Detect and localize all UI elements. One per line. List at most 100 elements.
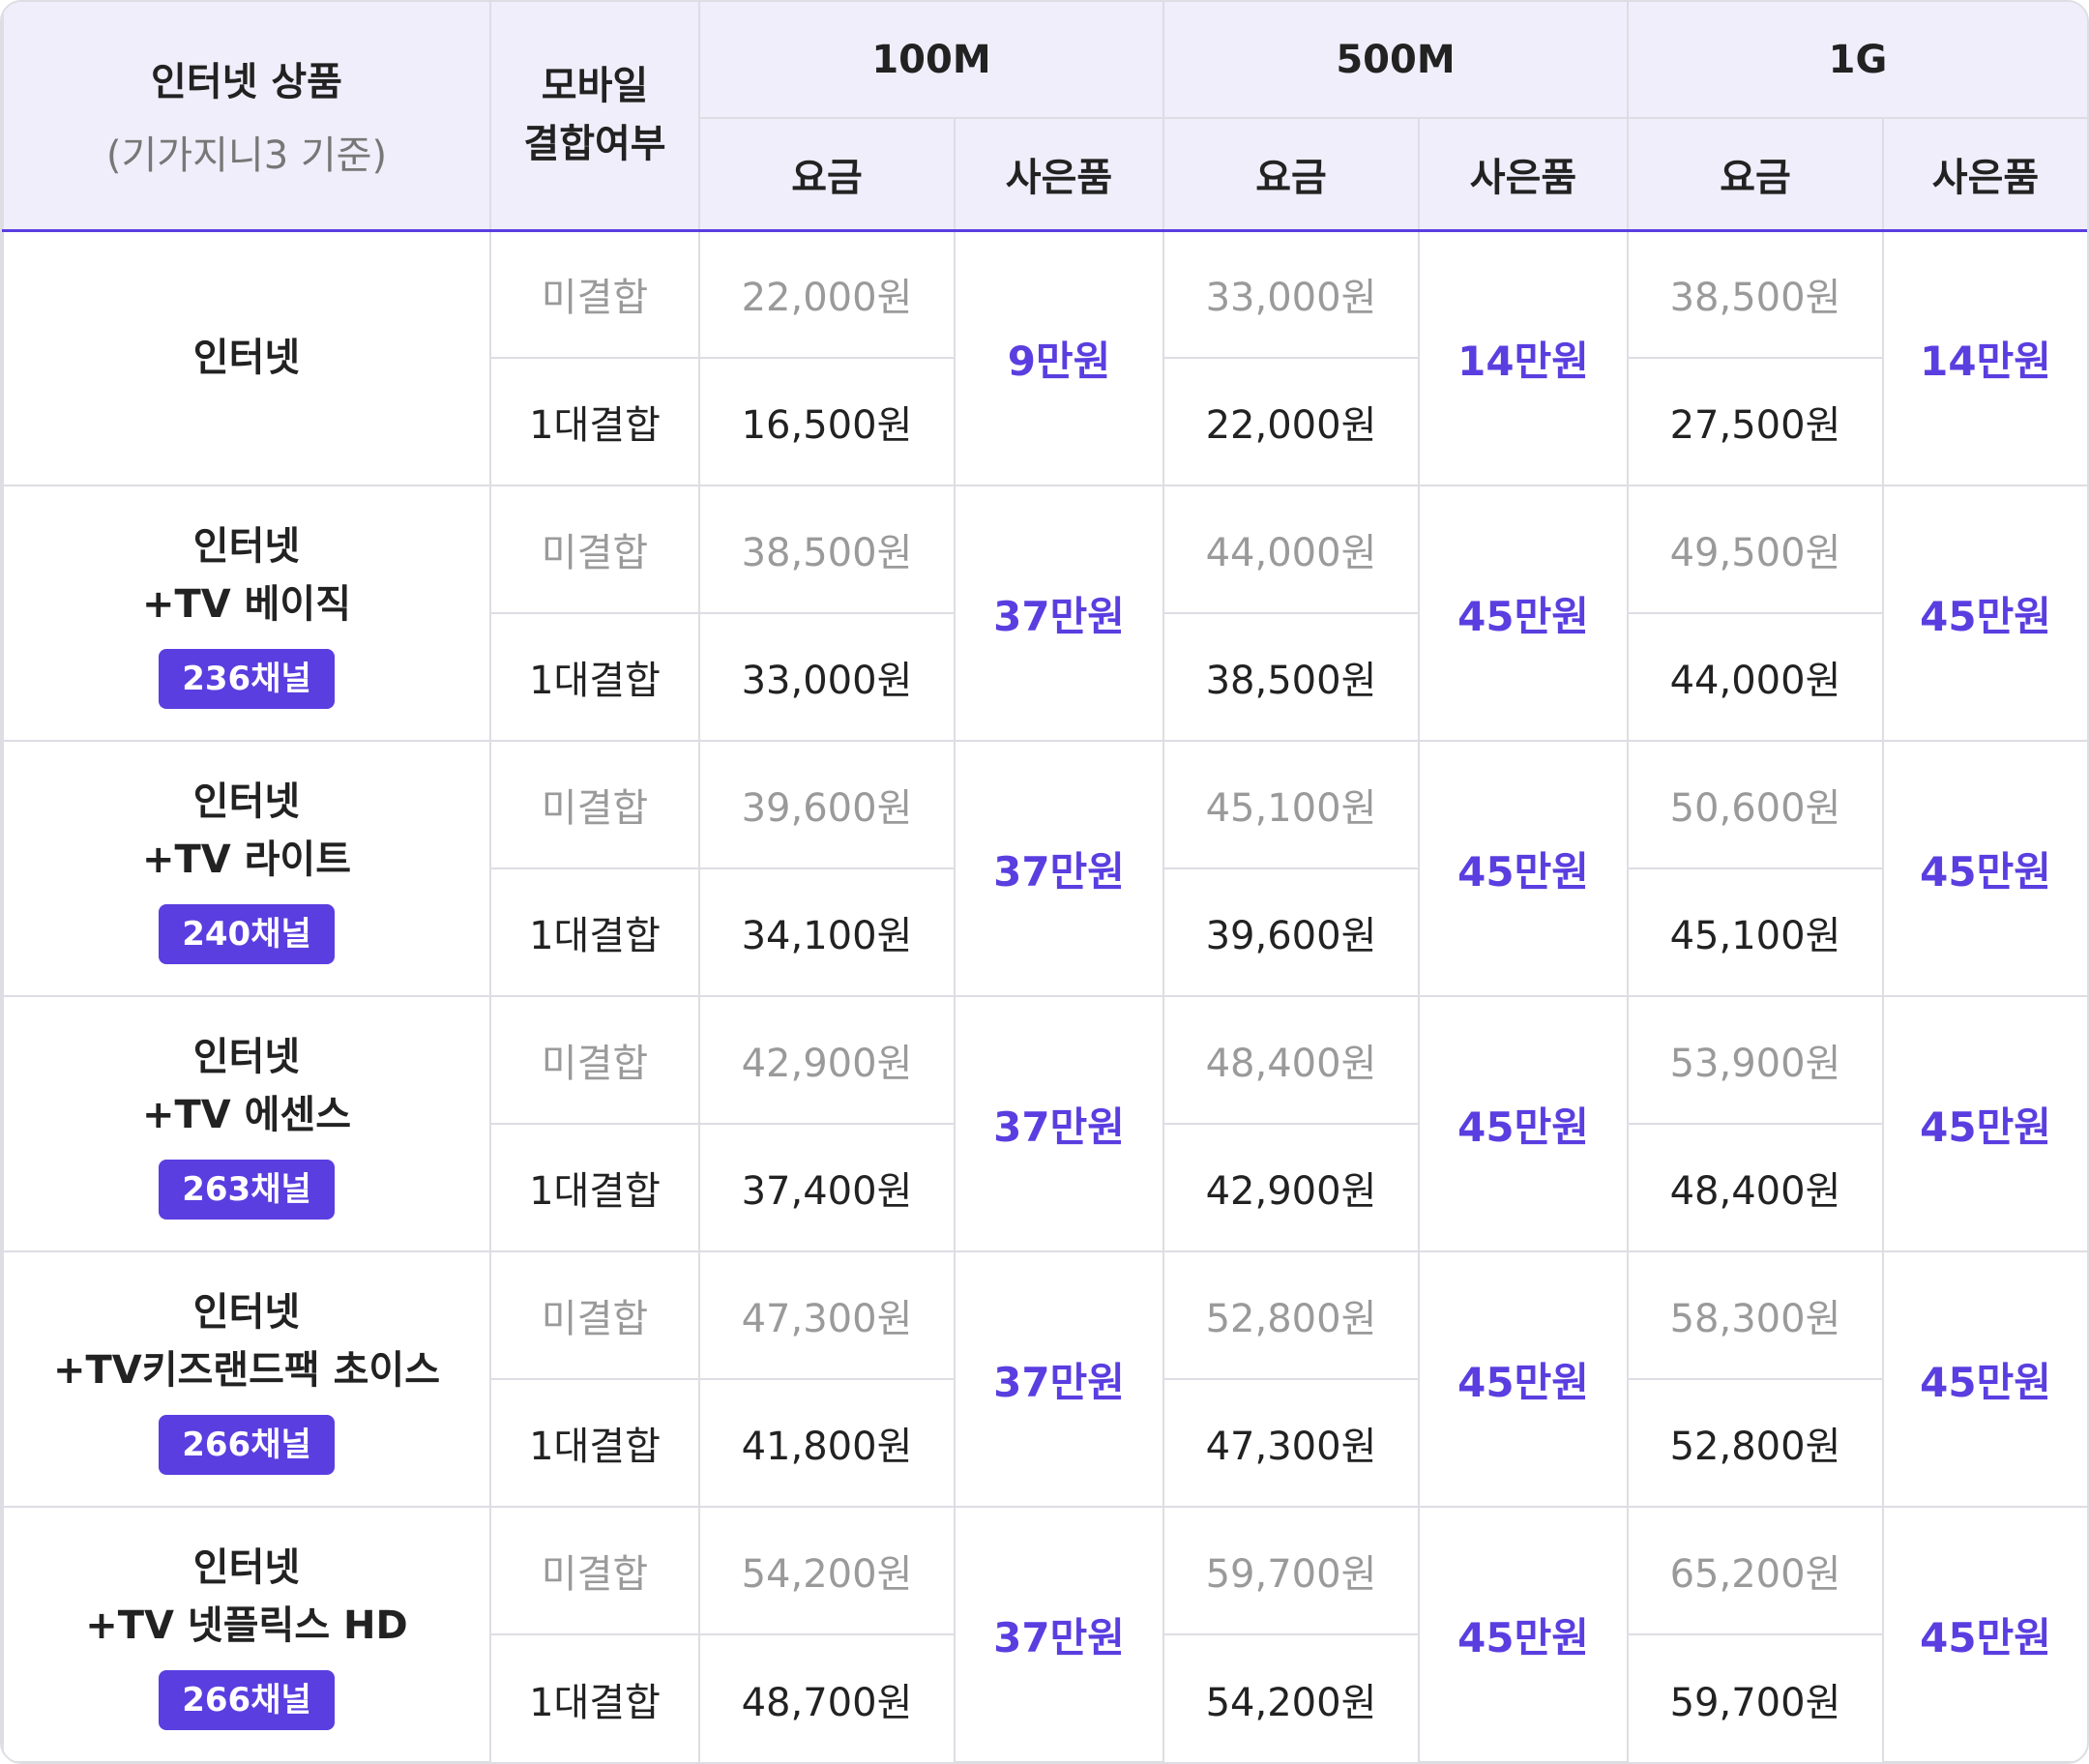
header-fee: 요금 <box>1627 117 1884 232</box>
table-body: 인터넷 미결합 22,000원 9만원 33,000원 14만원 38,500원 14만원 1대… <box>2 229 2087 1762</box>
fee-combined: 34,100원 <box>698 867 956 997</box>
product-name-line2: +TV 라이트 <box>141 838 352 882</box>
product-name-line1: 인터넷 <box>192 1545 301 1590</box>
combo-status-none: 미결합 <box>489 1250 700 1380</box>
header-product-title: 인터넷 상품 <box>151 60 342 105</box>
product-name-line1: 인터넷 <box>192 1290 301 1335</box>
table-row: 인터넷 +TV 베이직 236채널 미결합 38,500원 37만원 44,000원 45만원… <box>2 485 2087 742</box>
fee-uncombined: 44,000원 <box>1162 485 1420 614</box>
header-speed-500m: 500M <box>1162 2 1629 119</box>
fee-uncombined: 53,900원 <box>1627 995 1884 1125</box>
product-name-cell: 인터넷 +TV 에센스 263채널 <box>2 995 491 1252</box>
fee-uncombined: 50,600원 <box>1627 740 1884 869</box>
gift-amount: 45만원 <box>1418 485 1629 742</box>
gift-amount: 45만원 <box>1881 1250 2087 1508</box>
header-product-subtitle: (기가지니3 기준) <box>105 133 388 179</box>
gift-amount: 45만원 <box>1418 1506 1629 1762</box>
product-name-line2: +TV 넷플릭스 HD <box>85 1603 408 1648</box>
fee-combined: 41,800원 <box>698 1378 956 1508</box>
fee-uncombined: 45,100원 <box>1162 740 1420 869</box>
fee-uncombined: 33,000원 <box>1162 229 1420 359</box>
product-name-cell: 인터넷 +TV키즈랜드팩 초이스 266채널 <box>2 1250 491 1508</box>
table-row: 1대결합 37,400원 42,900원 48,400원 <box>3 1123 2087 1252</box>
fee-uncombined: 48,400원 <box>1162 995 1420 1125</box>
header-combo-line1: 모바일 <box>541 64 649 109</box>
table-row: 인터넷 +TV 라이트 240채널 미결합 39,600원 37만원 45,100원 45만원… <box>2 740 2087 997</box>
fee-combined: 27,500원 <box>1627 357 1884 486</box>
gift-amount: 37만원 <box>954 995 1164 1252</box>
combo-status-one: 1대결합 <box>489 357 700 486</box>
fee-uncombined: 58,300원 <box>1627 1250 1884 1380</box>
fee-combined: 59,700원 <box>1627 1633 1884 1762</box>
fee-combined: 16,500원 <box>698 357 956 486</box>
fee-combined: 45,100원 <box>1627 867 1884 997</box>
combo-status-one: 1대결합 <box>489 1378 700 1508</box>
table-row: 1대결합 34,100원 39,600원 45,100원 <box>3 867 2087 997</box>
table-row: 인터넷 미결합 22,000원 9만원 33,000원 14만원 38,500원 14만원 <box>2 229 2087 486</box>
product-name-line1: 인터넷 <box>192 1035 301 1079</box>
table-row: 1대결합 33,000원 38,500원 44,000원 <box>3 612 2087 742</box>
gift-amount: 45만원 <box>1881 1506 2087 1762</box>
combo-status-none: 미결합 <box>489 995 700 1125</box>
fee-uncombined: 54,200원 <box>698 1506 956 1635</box>
fee-uncombined: 38,500원 <box>698 485 956 614</box>
gift-amount: 37만원 <box>954 1250 1164 1508</box>
channel-count-badge: 266채널 <box>159 1415 335 1475</box>
gift-amount: 14만원 <box>1418 229 1629 486</box>
gift-amount: 45만원 <box>1418 1250 1629 1508</box>
header-gift: 사은품 <box>1881 117 2087 232</box>
combo-status-one: 1대결합 <box>489 612 700 742</box>
fee-uncombined: 42,900원 <box>698 995 956 1125</box>
header-speed-100m: 100M <box>698 2 1164 119</box>
table-header: 인터넷 상품 (기가지니3 기준) 모바일 결합여부 100M 500M 1G … <box>2 2 2087 232</box>
combo-status-none: 미결합 <box>489 1506 700 1635</box>
table-row: 1대결합 41,800원 47,300원 52,800원 <box>3 1378 2087 1508</box>
combo-status-one: 1대결합 <box>489 867 700 997</box>
fee-combined: 38,500원 <box>1162 612 1420 742</box>
gift-amount: 45만원 <box>1881 740 2087 997</box>
fee-combined: 42,900원 <box>1162 1123 1420 1252</box>
fee-uncombined: 47,300원 <box>698 1250 956 1380</box>
fee-combined: 47,300원 <box>1162 1378 1420 1508</box>
fee-combined: 48,700원 <box>698 1633 956 1762</box>
fee-uncombined: 59,700원 <box>1162 1506 1420 1635</box>
product-name-line2: +TV 베이직 <box>141 582 352 627</box>
header-gift: 사은품 <box>954 117 1164 232</box>
table-row: 인터넷 +TV키즈랜드팩 초이스 266채널 미결합 47,300원 37만원 52,800… <box>2 1250 2087 1508</box>
fee-uncombined: 49,500원 <box>1627 485 1884 614</box>
product-name-line1: 인터넷 <box>192 524 301 569</box>
fee-uncombined: 52,800원 <box>1162 1250 1420 1380</box>
gift-amount: 14만원 <box>1881 229 2087 486</box>
table-row: 1대결합 48,700원 54,200원 59,700원 <box>3 1633 2087 1762</box>
combo-status-none: 미결합 <box>489 229 700 359</box>
gift-amount: 45만원 <box>1881 485 2087 742</box>
header-fee: 요금 <box>698 117 956 232</box>
channel-count-badge: 263채널 <box>159 1160 335 1220</box>
product-name-cell: 인터넷 +TV 베이직 236채널 <box>2 485 491 742</box>
channel-count-badge: 236채널 <box>159 649 335 709</box>
fee-combined: 39,600원 <box>1162 867 1420 997</box>
product-name-cell: 인터넷 +TV 라이트 240채널 <box>2 740 491 997</box>
gift-amount: 45만원 <box>1418 995 1629 1252</box>
gift-amount: 45만원 <box>1881 995 2087 1252</box>
fee-combined: 37,400원 <box>698 1123 956 1252</box>
channel-count-badge: 240채널 <box>159 904 335 964</box>
fee-combined: 44,000원 <box>1627 612 1884 742</box>
header-fee: 요금 <box>1162 117 1420 232</box>
product-name-line1: 인터넷 <box>192 336 301 381</box>
fee-combined: 52,800원 <box>1627 1378 1884 1508</box>
gift-amount: 37만원 <box>954 485 1164 742</box>
table-row: 1대결합 16,500원 22,000원 27,500원 <box>3 357 2087 486</box>
gift-amount: 37만원 <box>954 1506 1164 1762</box>
gift-amount: 9만원 <box>954 229 1164 486</box>
fee-combined: 22,000원 <box>1162 357 1420 486</box>
fee-uncombined: 39,600원 <box>698 740 956 869</box>
channel-count-badge: 266채널 <box>159 1670 335 1730</box>
header-combo: 모바일 결합여부 <box>489 2 700 232</box>
table-row: 인터넷 +TV 에센스 263채널 미결합 42,900원 37만원 48,400원 45만원… <box>2 995 2087 1252</box>
product-name-cell: 인터넷 <box>2 229 491 486</box>
combo-status-none: 미결합 <box>489 740 700 869</box>
fee-uncombined: 22,000원 <box>698 229 956 359</box>
